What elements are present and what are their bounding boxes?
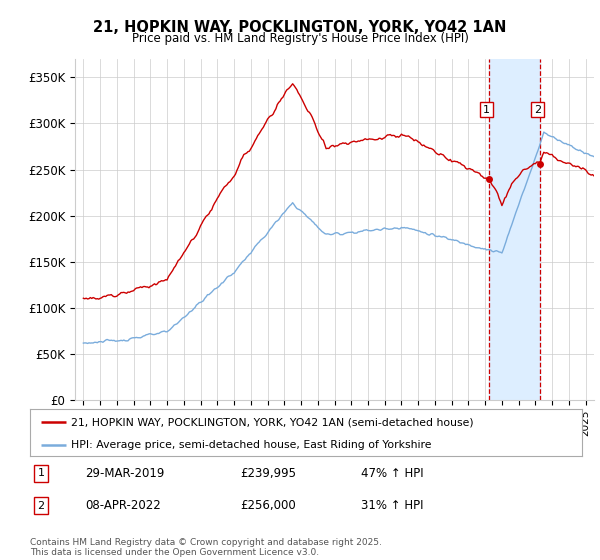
Text: 1: 1 xyxy=(38,468,44,478)
Text: 47% ↑ HPI: 47% ↑ HPI xyxy=(361,467,424,480)
Text: £239,995: £239,995 xyxy=(240,467,296,480)
Bar xyxy=(489,59,540,400)
Text: Contains HM Land Registry data © Crown copyright and database right 2025.
This d: Contains HM Land Registry data © Crown c… xyxy=(30,538,382,557)
Text: 2: 2 xyxy=(37,501,44,511)
Text: 31% ↑ HPI: 31% ↑ HPI xyxy=(361,499,424,512)
Text: HPI: Average price, semi-detached house, East Riding of Yorkshire: HPI: Average price, semi-detached house,… xyxy=(71,440,432,450)
Text: 21, HOPKIN WAY, POCKLINGTON, YORK, YO42 1AN: 21, HOPKIN WAY, POCKLINGTON, YORK, YO42 … xyxy=(94,20,506,35)
Text: 2: 2 xyxy=(534,105,541,115)
Text: Price paid vs. HM Land Registry's House Price Index (HPI): Price paid vs. HM Land Registry's House … xyxy=(131,32,469,45)
Text: 08-APR-2022: 08-APR-2022 xyxy=(85,499,161,512)
Text: 21, HOPKIN WAY, POCKLINGTON, YORK, YO42 1AN (semi-detached house): 21, HOPKIN WAY, POCKLINGTON, YORK, YO42 … xyxy=(71,417,474,427)
Text: 29-MAR-2019: 29-MAR-2019 xyxy=(85,467,164,480)
Text: £256,000: £256,000 xyxy=(240,499,296,512)
Text: 1: 1 xyxy=(483,105,490,115)
